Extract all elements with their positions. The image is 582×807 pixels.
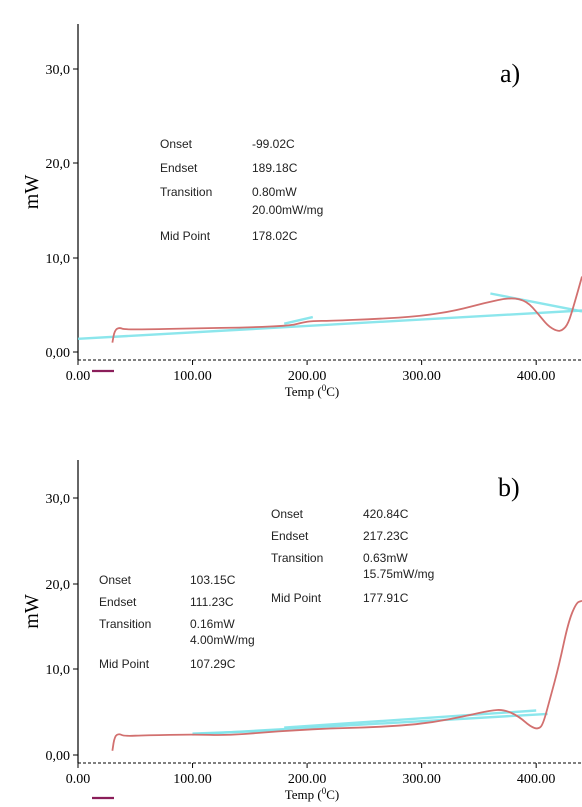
x-tick-label: 300.00 bbox=[402, 369, 441, 384]
annotation-value: 189.18C bbox=[252, 161, 298, 175]
dsc-curve bbox=[111, 276, 582, 343]
annotation-label: Transition bbox=[160, 185, 212, 199]
y-tick-label: 10,0 bbox=[46, 252, 71, 267]
x-tick-label: 400.00 bbox=[517, 772, 556, 787]
dsc-curve bbox=[111, 599, 582, 751]
y-tick-label: 30,0 bbox=[46, 492, 71, 507]
x-tick-label: 100.00 bbox=[173, 369, 212, 384]
panel-label: b) bbox=[498, 473, 520, 502]
annotation-left-value: 4.00mW/mg bbox=[190, 633, 255, 647]
annotation-right-value: 420.84C bbox=[363, 507, 409, 521]
annotation-label: Endset bbox=[160, 161, 198, 175]
annotation-left-label: Onset bbox=[99, 573, 132, 587]
y-tick-label: 20,0 bbox=[46, 578, 71, 593]
x-tick-label: 300.00 bbox=[402, 772, 441, 787]
annotation-right-label: Onset bbox=[271, 507, 304, 521]
annotation-left-value: 111.23C bbox=[190, 595, 234, 609]
baseline-line bbox=[283, 315, 314, 325]
x-tick-label: 200.00 bbox=[288, 772, 327, 787]
chart-panel-a: 0,00 10,0 20,0 30,0 0.00 100.00 200.00 300.00 40… bbox=[21, 24, 582, 399]
annotation-left-label: Transition bbox=[99, 617, 151, 631]
x-axis-title: Temp (0C) bbox=[285, 383, 340, 399]
x-axis-title: Temp (0C) bbox=[285, 786, 340, 802]
chart-panel-b: 0,00 10,0 20,0 30,0 0.00 100.00 200.00 300.00 40… bbox=[21, 460, 582, 802]
annotation-value: 20.00mW/mg bbox=[252, 203, 323, 217]
annotation-right-value: 0.63mW bbox=[363, 551, 408, 565]
annotation-label: Mid Point bbox=[160, 229, 211, 243]
y-tick-label: 20,0 bbox=[46, 157, 71, 172]
y-axis-title: mW bbox=[21, 175, 43, 210]
y-tick-label: 0,00 bbox=[46, 346, 71, 361]
annotation-right-value: 217.23C bbox=[363, 529, 409, 543]
annotation-left-value: 107.29C bbox=[190, 657, 236, 671]
annotation-right-value: 15.75mW/mg bbox=[363, 567, 434, 581]
y-tick-label: 0,00 bbox=[46, 749, 71, 764]
annotation-label: Onset bbox=[160, 137, 193, 151]
panel-label: a) bbox=[500, 59, 520, 88]
x-tick-label: 100.00 bbox=[173, 772, 212, 787]
x-tick-label: 0.00 bbox=[66, 772, 91, 787]
baseline-line bbox=[192, 729, 285, 735]
x-tick-label: 200.00 bbox=[288, 369, 327, 384]
baseline-line bbox=[77, 309, 582, 340]
y-axis-title: mW bbox=[21, 594, 43, 629]
x-tick-label: 0.00 bbox=[66, 369, 91, 384]
annotation-right-label: Endset bbox=[271, 529, 309, 543]
baseline-line bbox=[284, 709, 537, 729]
annotation-value: -99.02C bbox=[252, 137, 295, 151]
annotation-right-label: Transition bbox=[271, 551, 323, 565]
annotation-value: 0.80mW bbox=[252, 185, 297, 199]
annotation-value: 178.02C bbox=[252, 229, 298, 243]
y-tick-label: 10,0 bbox=[46, 663, 71, 678]
baseline-line bbox=[490, 292, 582, 313]
y-tick-label: 30,0 bbox=[46, 63, 71, 78]
annotation-right-value: 177.91C bbox=[363, 591, 409, 605]
annotation-left-value: 103.15C bbox=[190, 573, 236, 587]
annotation-right-label: Mid Point bbox=[271, 591, 322, 605]
annotation-left-label: Mid Point bbox=[99, 657, 150, 671]
x-tick-label: 400.00 bbox=[517, 369, 556, 384]
annotation-left-value: 0.16mW bbox=[190, 617, 235, 631]
annotation-left-label: Endset bbox=[99, 595, 137, 609]
